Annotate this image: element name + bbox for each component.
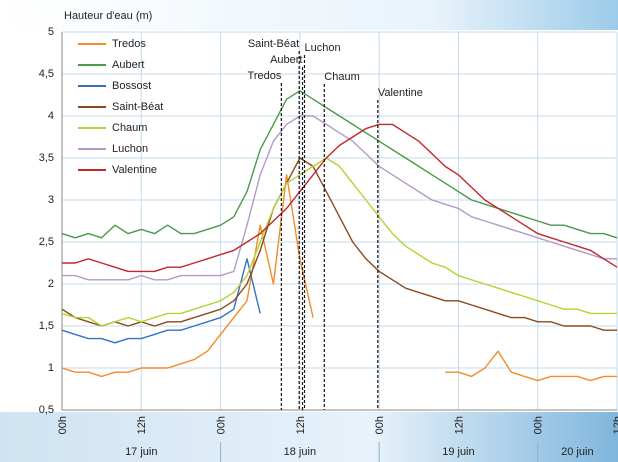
x-tick-label: 12h bbox=[453, 416, 465, 434]
x-tick-label: 00h bbox=[374, 416, 386, 434]
legend-label: Luchon bbox=[112, 143, 148, 155]
series-line bbox=[62, 115, 617, 281]
y-tick-label: 3,5 bbox=[39, 152, 54, 164]
y-tick-label: 4 bbox=[48, 110, 54, 122]
y-axis-title: Hauteur d'eau (m) bbox=[64, 10, 152, 22]
series-line bbox=[61, 174, 617, 382]
y-tick-label: 2 bbox=[48, 278, 54, 290]
legend-label: Valentine bbox=[112, 164, 157, 176]
legend-label: Saint-Béat bbox=[112, 101, 163, 113]
peak-label: Saint-Béat bbox=[248, 38, 299, 50]
series-line bbox=[61, 258, 261, 344]
x-tick-label: 12h bbox=[612, 416, 618, 434]
series-line bbox=[61, 157, 617, 327]
header-band bbox=[0, 0, 618, 30]
legend-label: Aubert bbox=[112, 59, 144, 71]
date-label: 19 juin bbox=[442, 446, 474, 458]
peak-label: Valentine bbox=[378, 87, 423, 99]
peak-label: Aubert bbox=[270, 54, 302, 66]
x-tick-label: 00h bbox=[215, 416, 227, 434]
x-tick-label: 00h bbox=[533, 416, 545, 434]
legend-label: Bossost bbox=[112, 80, 151, 92]
y-tick-label: 4,5 bbox=[39, 68, 54, 80]
series-line bbox=[62, 123, 618, 273]
peak-label: Chaum bbox=[324, 71, 359, 83]
peak-label: Luchon bbox=[304, 42, 340, 54]
peak-label: Tredos bbox=[248, 70, 282, 82]
legend-label: Chaum bbox=[112, 122, 147, 134]
date-label: 20 juin bbox=[561, 446, 593, 458]
series-line bbox=[61, 90, 618, 239]
date-label: 18 juin bbox=[284, 446, 316, 458]
x-tick-label: 12h bbox=[136, 416, 148, 434]
y-tick-label: 3 bbox=[48, 194, 54, 206]
series-line bbox=[61, 157, 617, 331]
date-label: 17 juin bbox=[125, 446, 157, 458]
y-tick-label: 2,5 bbox=[39, 236, 54, 248]
y-tick-label: 1 bbox=[48, 362, 54, 374]
y-tick-label: 0,5 bbox=[39, 404, 54, 416]
y-tick-label: 5 bbox=[48, 26, 54, 38]
x-tick-label: 00h bbox=[57, 416, 69, 434]
x-tick-label: 12h bbox=[295, 416, 307, 434]
y-tick-label: 1,5 bbox=[39, 320, 54, 332]
legend-label: Tredos bbox=[112, 38, 146, 50]
axis-band bbox=[0, 412, 618, 462]
